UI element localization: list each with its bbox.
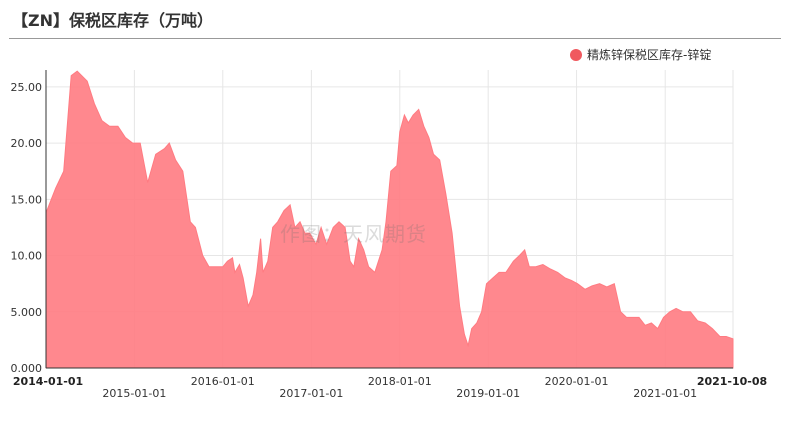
x-tick-label: 2015-01-01	[102, 387, 166, 400]
x-tick-label: 2018-01-01	[368, 375, 432, 388]
watermark: 作图：天风期货	[280, 222, 427, 246]
title-divider	[9, 38, 781, 39]
x-tick-label: 2020-01-01	[545, 375, 609, 388]
legend-marker	[570, 48, 582, 61]
x-tick-label: 2019-01-01	[456, 387, 520, 400]
y-tick-label: 15.00	[11, 193, 43, 206]
y-tick-label: 5.000	[11, 306, 43, 319]
legend-label: 精炼锌保税区库存-锌锭	[587, 48, 712, 62]
y-tick-label: 0.000	[11, 362, 43, 375]
x-axis-ticks: 2014-01-01 2015-01-01 2016-01-01 2017-01-01…	[13, 375, 767, 400]
series-area-layer	[45, 70, 734, 369]
chart-legend[interactable]: 精炼锌保税区库存-锌锭	[570, 46, 711, 63]
x-tick-label: 2014-01-01	[13, 375, 83, 388]
x-tick-label: 2021-10-08	[697, 375, 767, 388]
y-tick-label: 25.00	[11, 81, 43, 94]
y-tick-label: 20.00	[11, 137, 43, 150]
chart-axes	[45, 70, 733, 369]
y-tick-label: 10.00	[11, 250, 43, 263]
x-tick-label: 2017-01-01	[279, 387, 343, 400]
y-axis-ticks: 0.000 5.000 10.00 15.00 20.00 25.00	[11, 81, 43, 375]
x-tick-label: 2021-01-01	[633, 387, 697, 400]
chart-title: 【ZN】保税区库存（万吨）	[12, 11, 213, 30]
series-area	[45, 70, 734, 369]
x-tick-label: 2016-01-01	[191, 375, 255, 388]
